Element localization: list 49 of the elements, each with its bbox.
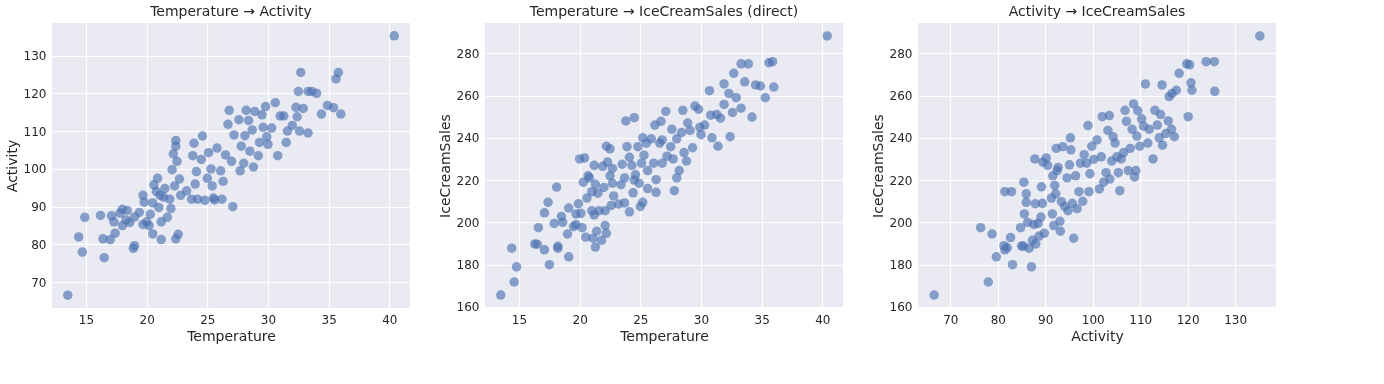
x-tick-label: 130 (1224, 312, 1248, 327)
x-tick-label: 90 (1038, 312, 1054, 327)
y-tick-label: 240 (889, 131, 913, 146)
chart-title: Temperature → Activity (149, 3, 312, 19)
y-tick-label: 180 (456, 258, 480, 273)
y-tick-label: 220 (456, 173, 480, 188)
y-tick-label: 160 (889, 300, 913, 315)
chart-title: Activity → IceCreamSales (1008, 3, 1186, 19)
x-tick-label: 110 (1129, 312, 1153, 327)
y-tick-label: 240 (456, 131, 480, 146)
y-tick-label: 280 (456, 46, 480, 61)
x-tick-label: 30 (693, 312, 710, 327)
x-tick-label: 15 (511, 312, 528, 327)
x-tick-label: 25 (200, 312, 216, 327)
x-tick-label: 70 (943, 312, 959, 327)
x-tick-label: 15 (78, 312, 95, 327)
x-tick-label: 30 (260, 312, 277, 327)
y-axis-title: Activity (3, 139, 20, 193)
y-tick-label: 280 (889, 46, 913, 61)
x-tick-label: 40 (382, 312, 398, 327)
x-tick-label: 120 (1176, 312, 1200, 327)
y-axis-title: IceCreamSales (869, 114, 886, 218)
y-tick-label: 200 (889, 215, 913, 230)
y-tick-label: 80 (31, 238, 47, 252)
x-tick-label: 25 (633, 312, 649, 327)
x-tick-label: 35 (321, 312, 337, 327)
x-tick-label: 35 (754, 312, 770, 327)
x-axis-title: Activity (1071, 327, 1124, 344)
y-tick-label: 260 (889, 89, 913, 104)
y-axis-title: IceCreamSales (436, 114, 453, 218)
x-axis-title: Temperature (186, 327, 276, 344)
y-tick-label: 130 (23, 49, 47, 64)
x-axis-title: Temperature (619, 327, 709, 344)
y-tick-label: 110 (23, 124, 47, 139)
x-tick-label: 20 (572, 312, 588, 327)
y-tick-label: 200 (456, 215, 480, 230)
y-tick-label: 260 (456, 89, 480, 104)
chart-title: Temperature → IceCreamSales (direct) (528, 3, 799, 19)
y-tick-label: 100 (23, 162, 47, 177)
x-tick-label: 40 (815, 312, 831, 327)
y-tick-label: 160 (456, 300, 480, 315)
y-tick-label: 220 (889, 173, 913, 188)
y-tick-label: 70 (31, 275, 47, 290)
y-tick-label: 180 (889, 258, 913, 273)
y-tick-label: 90 (31, 200, 47, 215)
x-tick-label: 20 (139, 312, 155, 327)
x-tick-label: 80 (990, 312, 1006, 327)
y-tick-label: 120 (23, 86, 47, 101)
x-tick-label: 100 (1081, 312, 1105, 327)
